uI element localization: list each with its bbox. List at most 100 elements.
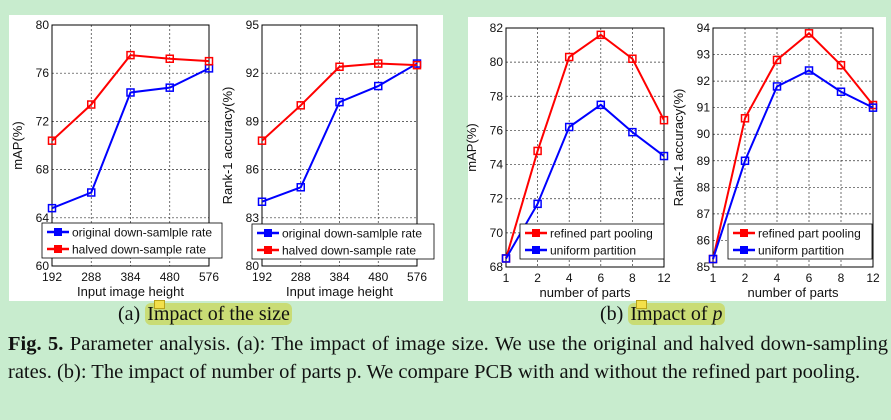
y-tick-label: 60 (36, 259, 50, 273)
legend-box (41, 222, 223, 259)
x-axis-label: number of parts (747, 285, 839, 300)
figure-caption: Fig. 5. Parameter analysis. (a): The imp… (8, 331, 888, 386)
x-tick-label: 576 (407, 270, 427, 284)
comment-note-icon[interactable] (636, 300, 647, 309)
series-line (51, 67, 210, 210)
x-tick-label: 1 (710, 271, 717, 285)
x-tick-label: 192 (42, 270, 62, 284)
data-point (374, 81, 383, 91)
legend-entry: original down-samlple rate (72, 226, 212, 240)
legend-swatch-marker (740, 229, 748, 237)
subcaption-b-var: p (712, 303, 723, 325)
subcaption-b-label: (b) (600, 303, 624, 325)
chart-1: 192 288 384 480 576 60 64 68 72 76 80 Input image h… (10, 18, 223, 299)
data-point (564, 122, 574, 132)
y-tick-label: 82 (490, 21, 504, 35)
data-point (628, 127, 637, 137)
y-tick-label: 80 (490, 55, 504, 69)
data-point (257, 136, 267, 145)
data-point (165, 83, 174, 92)
data-point (836, 87, 846, 96)
data-point (804, 29, 814, 38)
x-tick-label: 8 (629, 271, 636, 285)
x-tick-label: 192 (252, 270, 272, 284)
y-tick-label: 91 (697, 101, 711, 115)
data-point (564, 52, 574, 62)
legend-entry: original down-samlple rate (282, 227, 422, 241)
plot-frame (712, 27, 874, 268)
data-point (740, 114, 750, 123)
legend: original down-samlple rate halved down-sa… (251, 223, 435, 260)
x-tick-label: 6 (597, 271, 604, 285)
y-tick-label: 86 (697, 233, 711, 247)
y-axis-label: Rank-1 accuracy(%) (220, 87, 235, 205)
y-tick-label: 92 (697, 74, 711, 88)
series-line (505, 103, 665, 259)
x-tick-label: 12 (866, 271, 880, 285)
data-point (296, 183, 305, 192)
data-point (335, 97, 344, 107)
series-line (51, 54, 210, 142)
x-tick-label: 288 (291, 270, 311, 284)
subcaption-a: (a) Impact of the size (118, 300, 292, 326)
legend-entry: uniform partition (758, 244, 844, 258)
legend-swatch-marker (740, 246, 748, 254)
data-point (659, 115, 669, 125)
data-point (772, 82, 782, 91)
legend-swatch-marker (54, 228, 62, 236)
data-point (257, 197, 267, 206)
data-point (204, 56, 214, 66)
data-point (659, 151, 669, 161)
y-tick-label: 72 (36, 114, 50, 128)
y-tick-label: 68 (36, 163, 50, 177)
y-tick-label: 70 (490, 226, 504, 240)
legend-swatch-marker (264, 246, 272, 254)
x-tick-label: 2 (534, 271, 541, 285)
x-axis-label: number of parts (539, 285, 631, 300)
data-point (87, 188, 96, 197)
y-tick-label: 93 (697, 48, 711, 62)
x-tick-label: 8 (838, 271, 845, 285)
x-tick-label: 12 (657, 271, 671, 285)
data-point (708, 254, 718, 264)
plot-frame (261, 24, 418, 267)
y-tick-label: 76 (490, 123, 504, 137)
data-point (165, 54, 174, 63)
data-point (501, 254, 511, 263)
data-point (740, 156, 750, 166)
series-line (261, 62, 418, 142)
legend-swatch-marker (54, 245, 62, 253)
legend-box (519, 223, 665, 260)
legend: refined part pooling uniform partition (727, 223, 873, 260)
comment-note-icon[interactable] (154, 300, 165, 309)
x-tick-label: 576 (199, 270, 219, 284)
series-line (712, 31, 874, 260)
y-tick-label: 78 (490, 89, 504, 103)
legend-entry: refined part pooling (758, 227, 861, 241)
y-tick-label: 88 (697, 180, 711, 194)
legend-swatch-marker (532, 246, 540, 254)
legend-entry: uniform partition (550, 244, 636, 258)
x-tick-label: 384 (329, 270, 349, 284)
legend-entry: halved down-sample rate (282, 244, 416, 258)
x-tick-label: 6 (806, 271, 813, 285)
y-tick-label: 68 (490, 260, 504, 274)
data-point (836, 60, 846, 70)
x-tick-label: 2 (742, 271, 749, 285)
x-axis-label: Input image height (77, 284, 184, 299)
y-axis-label: mAP(%) (464, 123, 479, 171)
y-tick-label: 90 (697, 127, 711, 141)
legend-entry: refined part pooling (550, 227, 653, 241)
legend: refined part pooling uniform partition (519, 223, 665, 260)
data-point (868, 103, 878, 112)
subcaption-b: (b) Impact of p (600, 300, 725, 326)
legend-swatch-marker (264, 229, 272, 237)
data-point (533, 146, 542, 156)
y-tick-label: 80 (246, 259, 260, 273)
y-tick-label: 89 (246, 114, 260, 128)
x-tick-label: 288 (81, 270, 101, 284)
data-point (804, 66, 814, 75)
y-tick-label: 64 (36, 211, 50, 225)
legend-box (251, 223, 435, 260)
